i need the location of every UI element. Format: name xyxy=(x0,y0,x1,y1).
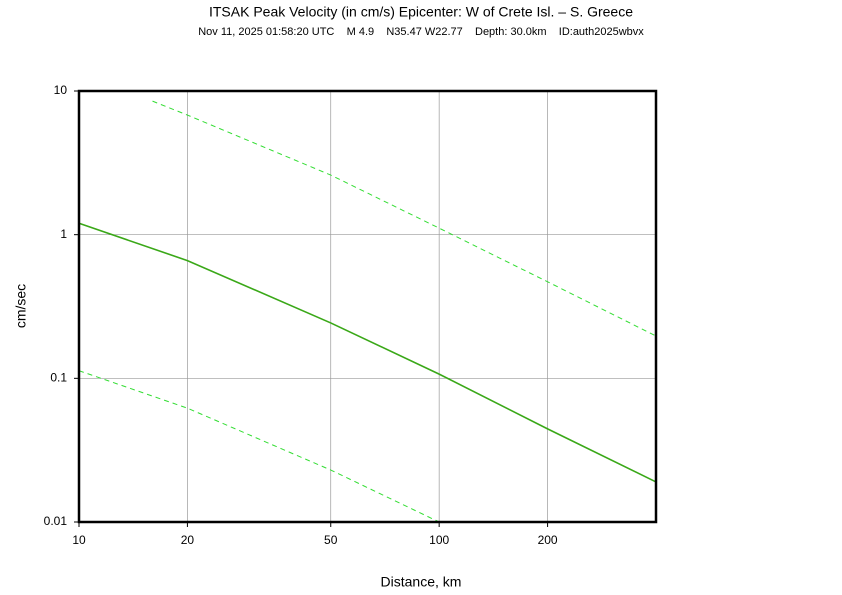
chart-subtitle: Nov 11, 2025 01:58:20 UTC M 4.9 N35.47 W… xyxy=(198,26,644,38)
x-tick-label: 10 xyxy=(72,533,86,547)
x-tick-label: 20 xyxy=(181,533,195,547)
x-tick-label: 100 xyxy=(429,533,449,547)
data-line xyxy=(78,370,440,523)
data-line xyxy=(78,222,657,483)
x-axis-label: Distance, km xyxy=(381,574,462,590)
chart-title: ITSAK Peak Velocity (in cm/s) Epicenter:… xyxy=(209,4,633,20)
data-line xyxy=(152,100,657,337)
y-tick-label: 10 xyxy=(54,83,68,97)
y-tick-label: 0.1 xyxy=(50,371,67,385)
y-tick-label: 0.01 xyxy=(44,514,68,528)
x-tick-label: 50 xyxy=(324,533,338,547)
y-tick-label: 1 xyxy=(60,227,67,241)
x-tick-label: 200 xyxy=(538,533,558,547)
plot-frame xyxy=(77,89,658,524)
y-axis-label: cm/sec xyxy=(13,284,29,328)
